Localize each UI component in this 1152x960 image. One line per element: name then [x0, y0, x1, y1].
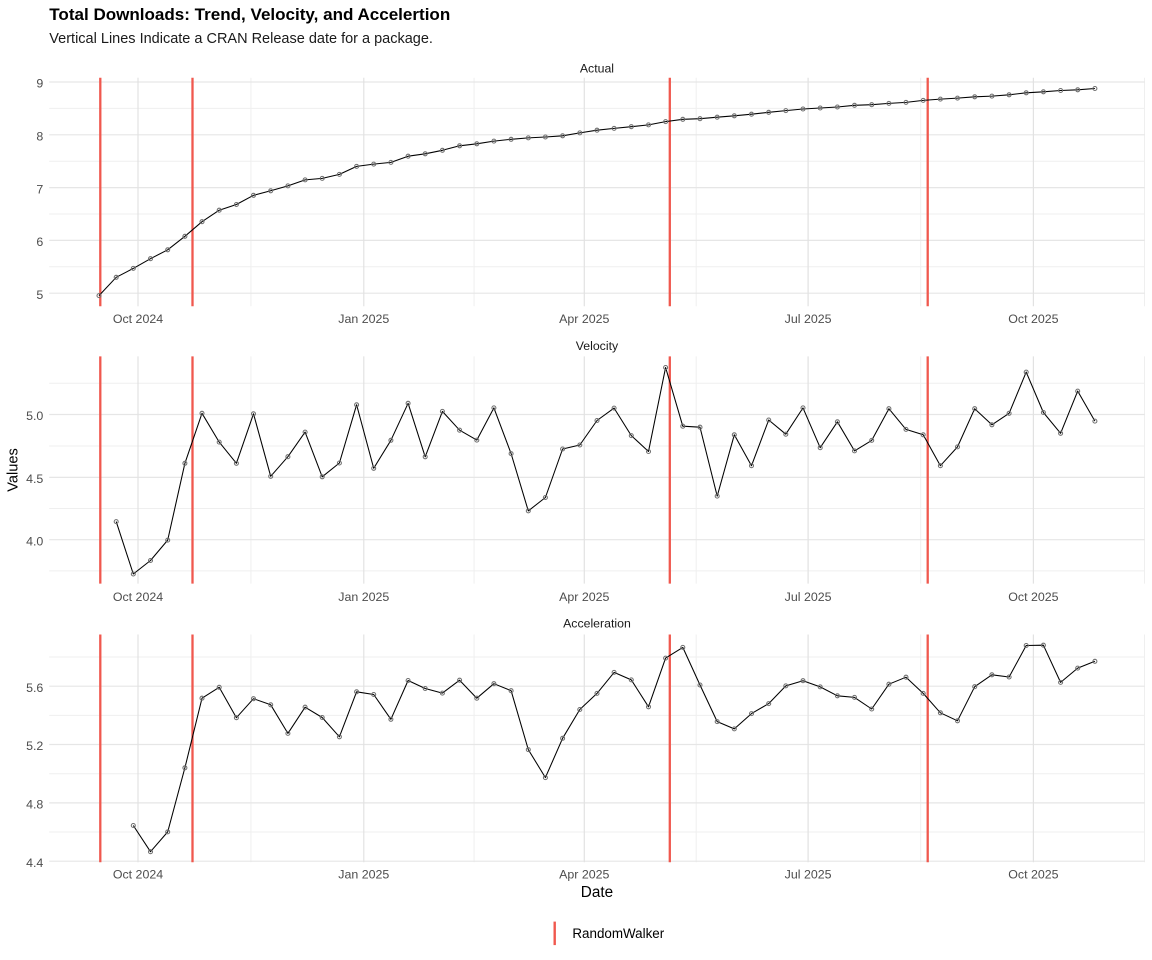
svg-text:4.5: 4.5 [26, 472, 43, 486]
svg-text:Jul 2025: Jul 2025 [785, 590, 832, 604]
svg-text:Jan 2025: Jan 2025 [338, 590, 389, 604]
svg-text:Oct 2024: Oct 2024 [113, 312, 163, 326]
svg-text:6: 6 [36, 235, 43, 249]
svg-text:Jan 2025: Jan 2025 [338, 312, 389, 326]
svg-text:9: 9 [36, 77, 43, 91]
svg-text:Actual: Actual [580, 61, 614, 75]
svg-text:4.8: 4.8 [26, 798, 43, 812]
svg-text:5.2: 5.2 [26, 739, 43, 753]
svg-text:Velocity: Velocity [576, 339, 619, 353]
svg-text:4.0: 4.0 [26, 534, 43, 548]
svg-text:Date: Date [581, 884, 613, 901]
svg-text:Jul 2025: Jul 2025 [785, 312, 832, 326]
svg-text:Oct 2025: Oct 2025 [1008, 312, 1058, 326]
svg-text:5.6: 5.6 [26, 681, 43, 695]
svg-text:Oct 2025: Oct 2025 [1008, 590, 1058, 604]
svg-text:Jan 2025: Jan 2025 [338, 868, 389, 882]
svg-text:5: 5 [36, 288, 43, 302]
svg-text:Jul 2025: Jul 2025 [785, 868, 832, 882]
svg-text:4.4: 4.4 [26, 856, 43, 870]
svg-text:Total Downloads: Trend, Veloci: Total Downloads: Trend, Velocity, and Ac… [49, 5, 450, 24]
svg-text:Acceleration: Acceleration [563, 616, 631, 630]
svg-text:8: 8 [36, 130, 43, 144]
svg-text:Oct 2024: Oct 2024 [113, 590, 163, 604]
svg-text:Oct 2024: Oct 2024 [113, 868, 163, 882]
svg-text:Vertical Lines Indicate a CRAN: Vertical Lines Indicate a CRAN Release d… [49, 31, 433, 47]
svg-text:RandomWalker: RandomWalker [572, 926, 664, 941]
svg-text:Values: Values [6, 448, 22, 492]
svg-text:Apr 2025: Apr 2025 [559, 590, 609, 604]
svg-text:Apr 2025: Apr 2025 [559, 868, 609, 882]
svg-text:Oct 2025: Oct 2025 [1008, 868, 1058, 882]
svg-text:5.0: 5.0 [26, 409, 43, 423]
svg-text:7: 7 [36, 182, 43, 196]
svg-text:Apr 2025: Apr 2025 [559, 312, 609, 326]
